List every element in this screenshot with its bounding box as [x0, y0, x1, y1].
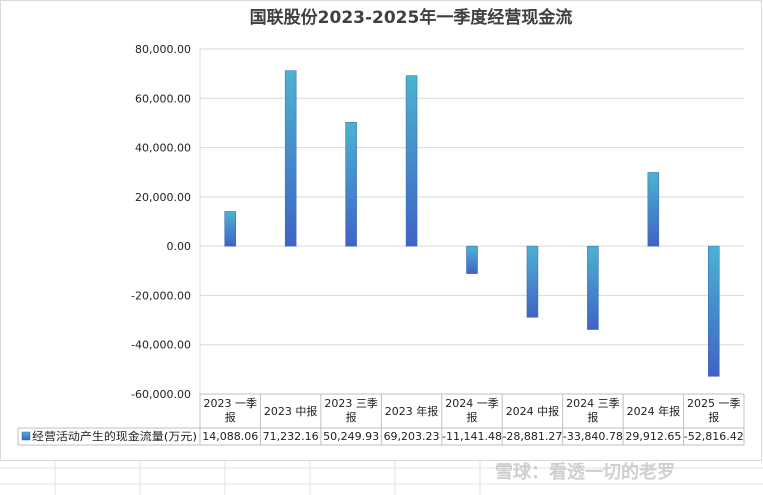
bar: [587, 245, 599, 330]
bar: [345, 122, 357, 247]
bars: [224, 70, 720, 377]
category-label: 2025 一季: [687, 397, 741, 410]
y-tick-label: 40,000.00: [135, 142, 191, 155]
category-label: 报: [708, 410, 719, 424]
y-tick-label: -20,000.00: [131, 289, 191, 302]
sheet-grid: [0, 461, 763, 495]
bar: [466, 245, 478, 274]
data-label: 29,912.65: [625, 430, 681, 443]
category-label: 报: [467, 410, 478, 424]
chart-title: 国联股份2023-2025年一季度经营现金流: [250, 7, 573, 28]
chart-frame: [0, 0, 762, 461]
category-label: 2024 年报: [627, 404, 681, 418]
category-label: 2024 一季: [445, 397, 499, 410]
category-label: 2024 三季: [566, 397, 620, 410]
data-label: -33,840.78: [563, 430, 623, 443]
bar: [647, 172, 660, 247]
category-label: 2023 一季: [203, 397, 257, 410]
bar: [708, 245, 720, 377]
y-tick-label: 80,000.00: [135, 43, 191, 56]
data-label: -52,816.42: [684, 430, 744, 443]
category-label: 2023 中报: [264, 404, 318, 418]
data-label: 69,203.23: [384, 430, 440, 443]
data-label: 50,249.93: [323, 430, 379, 443]
category-label: 报: [346, 410, 357, 424]
category-label: 报: [225, 410, 236, 424]
y-tick-label: 60,000.00: [135, 92, 191, 105]
data-label: 71,232.16: [263, 430, 319, 443]
bar: [284, 70, 297, 247]
y-tick-label: -60,000.00: [131, 388, 191, 401]
data-label: 14,088.06: [202, 430, 258, 443]
category-label: 2024 中报: [506, 404, 560, 418]
category-label: 2023 年报: [385, 404, 439, 418]
watermark-text: 雪球：看透一切的老罗: [495, 461, 675, 483]
bar: [224, 211, 236, 247]
y-tick-label: -40,000.00: [131, 339, 191, 352]
bar: [526, 245, 539, 318]
data-label: -11,141.48: [442, 430, 502, 443]
legend-swatch: [21, 431, 31, 441]
category-label: 2023 三季: [324, 397, 378, 410]
legend-label: 经营活动产生的现金流量(万元): [32, 429, 197, 443]
y-tick-label: 20,000.00: [135, 191, 191, 204]
y-tick-label: 0.00: [167, 240, 192, 253]
y-axis: 80,000.00 60,000.00 40,000.00 20,000.00 0.00…: [131, 43, 191, 401]
data-label: -28,881.27: [502, 430, 562, 443]
bar: [405, 75, 418, 247]
category-label: 报: [587, 410, 598, 424]
